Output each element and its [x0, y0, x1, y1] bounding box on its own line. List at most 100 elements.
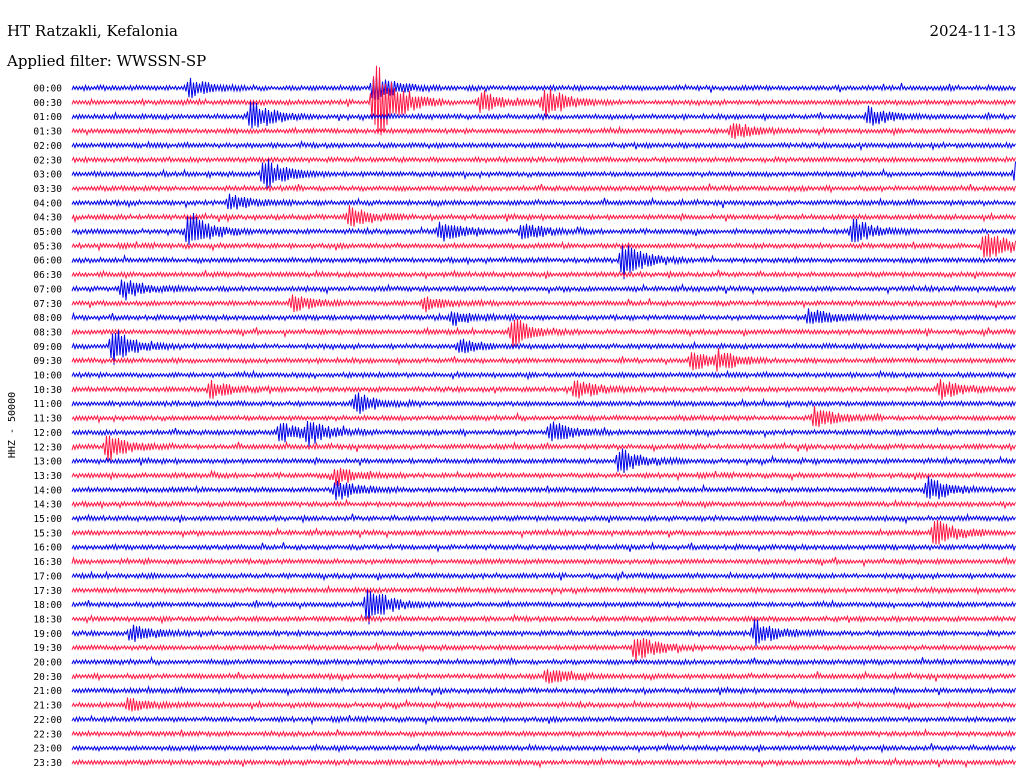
row-label-1200: 12:00: [33, 428, 62, 439]
trace-0800: [71, 308, 1016, 326]
row-label-1530: 15:30: [33, 528, 62, 539]
trace-0430: [71, 205, 1016, 227]
trace-0130: [71, 123, 1016, 140]
trace-2230: [71, 727, 1016, 740]
station-title: HT Ratzakli, Kefalonia: [7, 22, 178, 40]
trace-2330: [71, 756, 1016, 769]
row-label-0300: 03:00: [33, 170, 62, 181]
trace-1300: [71, 448, 1016, 474]
trace-0030: [71, 65, 1016, 136]
row-label-0900: 09:00: [33, 342, 62, 353]
row-label-0930: 09:30: [33, 356, 62, 367]
trace-0500: [71, 212, 1016, 245]
row-label-0530: 05:30: [33, 241, 62, 252]
row-label-0000: 00:00: [33, 84, 62, 95]
row-tick-labels: 00:00 00:30 01:00 01:30 02:00 02:30 03:00 03:30…: [33, 84, 62, 769]
row-label-1000: 10:00: [33, 371, 62, 382]
row-label-0100: 01:00: [33, 112, 62, 123]
row-label-1030: 10:30: [33, 385, 62, 396]
row-label-0130: 01:30: [33, 127, 62, 138]
trace-0630: [71, 269, 1016, 280]
row-label-1830: 18:30: [33, 614, 62, 625]
row-label-1430: 14:30: [33, 500, 62, 511]
row-label-2230: 22:30: [33, 729, 62, 740]
row-label-0700: 07:00: [33, 284, 62, 295]
trace-1830: [71, 613, 1016, 625]
row-label-2100: 21:00: [33, 686, 62, 697]
row-label-1700: 17:00: [33, 571, 62, 582]
trace-2100: [71, 685, 1016, 697]
row-label-0400: 04:00: [33, 198, 62, 209]
row-label-1300: 13:00: [33, 457, 62, 468]
trace-0200: [71, 139, 1016, 152]
trace-0600: [71, 245, 1016, 280]
trace-1400: [71, 476, 1016, 501]
row-label-0230: 02:30: [33, 155, 62, 166]
trace-0830: [71, 318, 1016, 349]
row-label-1130: 11:30: [33, 414, 62, 425]
row-label-1930: 19:30: [33, 643, 62, 654]
trace-2130: [71, 697, 1016, 712]
row-label-0500: 05:00: [33, 227, 62, 238]
trace-1630: [71, 556, 1016, 568]
trace-0400: [71, 193, 1016, 210]
trace-1330: [71, 467, 1016, 486]
trace-1600: [71, 541, 1016, 553]
row-label-0200: 02:00: [33, 141, 62, 152]
row-label-1800: 18:00: [33, 600, 62, 611]
row-label-1500: 15:00: [33, 514, 62, 525]
trace-1800: [71, 589, 1016, 625]
filter-label: Applied filter: WWSSN-SP: [6, 52, 206, 70]
trace-1130: [71, 405, 1016, 428]
row-label-0800: 08:00: [33, 313, 62, 324]
row-label-1230: 12:30: [33, 442, 62, 453]
trace-0930: [71, 348, 1016, 372]
trace-1030: [71, 378, 1016, 400]
row-label-1630: 16:30: [33, 557, 62, 568]
row-label-0330: 03:30: [33, 184, 62, 195]
row-label-1400: 14:00: [33, 485, 62, 496]
row-label-0430: 04:30: [33, 213, 62, 224]
trace-0730: [71, 294, 1016, 313]
row-label-1900: 19:00: [33, 629, 62, 640]
row-label-2200: 22:00: [33, 715, 62, 726]
row-label-1730: 17:30: [33, 586, 62, 597]
trace-1230: [71, 435, 1016, 461]
row-label-0030: 00:30: [33, 98, 62, 109]
trace-1930: [71, 638, 1016, 662]
row-label-0830: 08:30: [33, 327, 62, 338]
trace-0330: [71, 183, 1016, 194]
row-label-2000: 20:00: [33, 658, 62, 669]
trace-0230: [71, 155, 1016, 164]
trace-2000: [71, 655, 1016, 667]
row-label-0600: 06:00: [33, 256, 62, 267]
row-label-1600: 16:00: [33, 543, 62, 554]
trace-1000: [71, 369, 1016, 381]
trace-1730: [71, 584, 1016, 596]
trace-1530: [71, 519, 1016, 545]
trace-2200: [71, 714, 1016, 726]
row-label-1100: 11:00: [33, 399, 62, 410]
trace-1200: [71, 420, 1016, 447]
trace-1500: [71, 512, 1016, 525]
row-label-0630: 06:30: [33, 270, 62, 281]
row-label-0730: 07:30: [33, 299, 62, 310]
row-label-2330: 23:30: [33, 758, 62, 769]
trace-0100: [71, 101, 1016, 129]
trace-0530: [71, 233, 1016, 258]
trace-1700: [71, 570, 1016, 582]
trace-1100: [71, 392, 1016, 415]
row-label-2300: 23:00: [33, 744, 62, 755]
trace-0000: [71, 74, 1016, 100]
trace-1900: [71, 619, 1016, 647]
row-label-2130: 21:30: [33, 701, 62, 712]
trace-0300: [71, 159, 1016, 189]
trace-2300: [71, 742, 1016, 754]
trace-0900: [71, 329, 1016, 365]
date-label: 2024-11-13: [930, 22, 1016, 40]
y-axis-label: HHZ - 50000: [7, 392, 18, 458]
row-label-2030: 20:30: [33, 672, 62, 683]
row-label-1330: 13:30: [33, 471, 62, 482]
trace-2030: [71, 669, 1016, 684]
